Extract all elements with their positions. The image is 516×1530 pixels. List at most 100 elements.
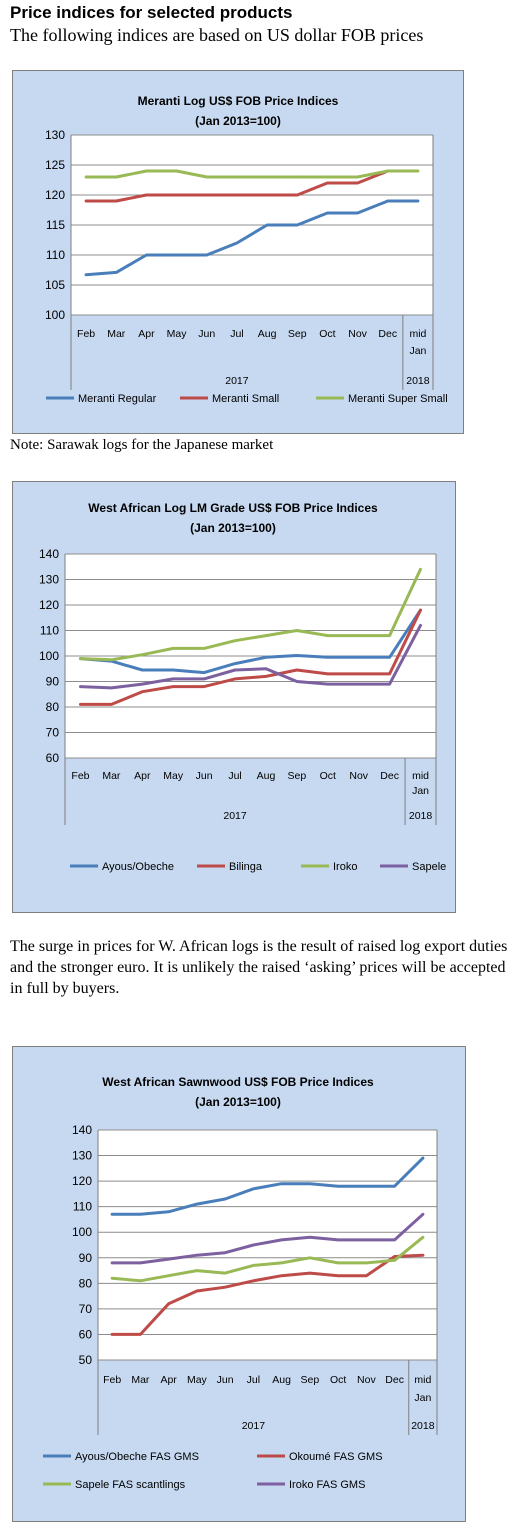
legend-label: Iroko (333, 861, 357, 873)
x-tick-label: Mar (107, 328, 126, 340)
data-point (336, 1185, 340, 1188)
data-point (357, 682, 360, 686)
x-tick-label: Jun (217, 1374, 234, 1386)
y-tick-label: 100 (45, 308, 65, 322)
data-point (326, 181, 329, 185)
data-point (167, 1210, 170, 1213)
data-point (393, 1185, 396, 1188)
data-point (326, 682, 329, 686)
data-point (141, 682, 144, 686)
data-point (393, 1255, 396, 1258)
x-tick-label: mid Jan (412, 770, 429, 797)
chart-subtitle: (Jan 2013=100) (195, 1095, 281, 1109)
data-point (202, 685, 206, 688)
data-point (295, 680, 299, 683)
data-point (365, 1274, 368, 1277)
data-point (388, 634, 391, 637)
data-point (115, 175, 118, 179)
series-line (110, 1156, 425, 1216)
data-point (167, 1302, 170, 1305)
data-point (195, 1254, 199, 1257)
data-point (110, 658, 113, 661)
data-point (202, 677, 206, 681)
legend-label: Ayous/Obeche FAS GMS (75, 1451, 199, 1463)
data-point (233, 639, 237, 642)
x-tick-label: Jul (230, 328, 243, 340)
data-point (141, 668, 144, 672)
data-point (172, 685, 175, 688)
data-point (172, 668, 175, 672)
y-tick-label: 140 (72, 1123, 92, 1137)
data-point (145, 193, 148, 197)
x-tick-label: Jun (198, 328, 215, 340)
chart-west-african-log-svg: West African Log LM Grade US$ FOB Price … (39, 501, 446, 873)
data-point (264, 675, 268, 678)
data-point (195, 1269, 199, 1272)
data-point (386, 199, 389, 203)
x-year-label: 2017 (223, 810, 247, 822)
series-line (79, 608, 422, 706)
series-line (79, 623, 422, 690)
chart-subtitle: (Jan 2013=100) (195, 114, 281, 128)
data-point (252, 1264, 255, 1267)
x-tick-label: Apr (160, 1374, 177, 1386)
data-point (357, 656, 360, 659)
data-point (416, 169, 420, 173)
data-point (172, 647, 175, 650)
data-point (233, 677, 237, 681)
y-tick-label: 120 (39, 598, 59, 612)
x-tick-label: Feb (71, 770, 89, 782)
data-point (326, 672, 329, 676)
data-point (264, 656, 268, 659)
data-point (139, 1333, 142, 1336)
data-point (265, 175, 269, 179)
series-line (79, 608, 422, 675)
chart-west-african-sawnwood-svg: West African Sawnwood US$ FOB Price Indi… (43, 1075, 438, 1491)
x-tick-label: May (163, 770, 184, 782)
legend-label: Sapele FAS scantlings (75, 1479, 186, 1491)
x-tick-label: Mar (102, 770, 121, 782)
y-tick-label: 120 (72, 1174, 92, 1188)
data-point (336, 1261, 340, 1265)
data-point (79, 703, 82, 706)
data-point (235, 241, 239, 245)
legend-label: Bilinga (229, 861, 263, 873)
page-subheading: The following indices are based on US do… (10, 25, 424, 45)
x-tick-label: May (167, 328, 188, 340)
x-tick-label: mid Jan (414, 1374, 431, 1404)
chart-subtitle: (Jan 2013=100) (190, 521, 276, 535)
legend-label: Okoumé FAS GMS (289, 1451, 383, 1463)
x-tick-label: Apr (134, 770, 151, 782)
data-point (110, 1213, 114, 1216)
x-tick-label: Mar (131, 1374, 150, 1386)
data-point (115, 271, 118, 274)
data-point (167, 1274, 170, 1277)
y-tick-label: 100 (39, 649, 59, 663)
data-point (141, 690, 144, 693)
data-point (84, 199, 88, 203)
data-point (308, 1182, 312, 1185)
data-point (175, 193, 178, 197)
data-point (295, 629, 299, 632)
data-point (115, 199, 118, 203)
data-point (145, 169, 148, 173)
data-point (205, 253, 208, 257)
y-tick-label: 70 (46, 726, 60, 740)
plot-area (98, 1130, 437, 1360)
y-tick-label: 90 (46, 675, 60, 689)
x-tick-label: mid Jan (409, 328, 426, 357)
chart-west-african-sawnwood: West African Sawnwood US$ FOB Price Indi… (12, 1046, 466, 1522)
data-point (265, 193, 269, 197)
y-tick-label: 90 (79, 1251, 93, 1265)
series-line (79, 567, 422, 662)
x-year-label: 2017 (242, 1420, 266, 1432)
x-tick-label: Feb (103, 1374, 121, 1386)
data-point (326, 634, 329, 637)
data-point (265, 223, 269, 227)
data-point (252, 1243, 255, 1247)
legend-label: Ayous/Obeche (102, 861, 174, 873)
y-tick-label: 105 (45, 278, 65, 292)
data-point (167, 1257, 170, 1261)
data-point (264, 634, 268, 637)
series-line (110, 1212, 425, 1265)
